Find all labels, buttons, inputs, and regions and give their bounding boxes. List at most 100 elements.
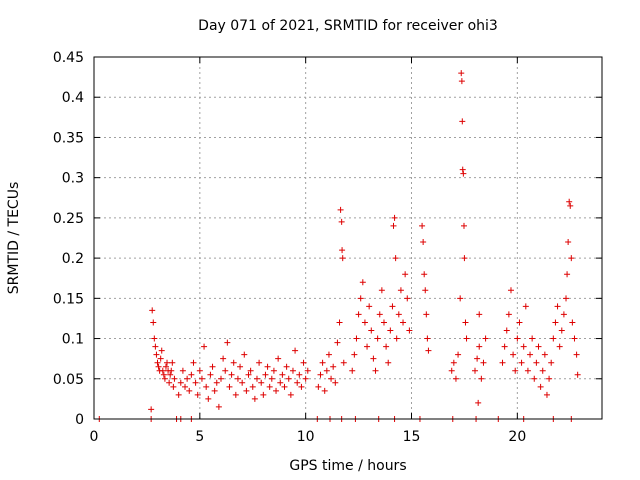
data-point (463, 335, 470, 342)
data-point (330, 363, 337, 370)
plot-frame (93, 56, 603, 420)
data-point (564, 271, 571, 278)
data-point (448, 367, 455, 374)
data-point (461, 255, 468, 262)
y-tick-label: 0.1 (62, 332, 84, 348)
data-point (315, 383, 322, 390)
data-point (522, 303, 529, 310)
data-point (455, 351, 462, 358)
data-point (332, 379, 339, 386)
data-point (157, 355, 164, 362)
data-point (166, 379, 173, 386)
data-point (289, 367, 296, 374)
data-point (351, 351, 358, 358)
y-tick-label: 0.15 (53, 291, 84, 307)
data-point (355, 311, 362, 318)
data-point (243, 387, 250, 394)
data-point (302, 375, 309, 382)
data-point (458, 78, 465, 85)
data-point (391, 214, 398, 221)
data-point (334, 339, 341, 346)
data-points (96, 70, 581, 422)
data-point (325, 351, 332, 358)
data-point (531, 375, 538, 382)
data-point (518, 359, 525, 366)
data-point (148, 406, 155, 413)
data-point (353, 335, 360, 342)
data-point (249, 383, 256, 390)
data-point (251, 395, 258, 402)
data-point (452, 375, 459, 382)
data-point (364, 343, 371, 350)
data-point (458, 70, 465, 77)
data-point (168, 367, 175, 374)
data-point (155, 363, 162, 370)
data-point (533, 359, 540, 366)
data-point (501, 343, 508, 350)
data-point (167, 371, 174, 378)
data-point (422, 287, 429, 294)
data-point (211, 387, 218, 394)
data-point (175, 391, 182, 398)
data-point (177, 379, 184, 386)
data-point (512, 367, 519, 374)
data-point (152, 343, 159, 350)
data-point (160, 371, 167, 378)
data-point (323, 367, 330, 374)
data-point (237, 363, 244, 370)
data-point (503, 327, 510, 334)
data-point (268, 375, 275, 382)
data-point (234, 375, 241, 382)
data-point (222, 367, 229, 374)
data-point (400, 319, 407, 326)
data-point (215, 403, 222, 410)
data-point (573, 351, 580, 358)
data-point (285, 375, 292, 382)
data-point (192, 379, 199, 386)
y-tick-label: 0 (75, 412, 84, 428)
data-point (158, 347, 165, 354)
x-axis-label: GPS time / hours (289, 458, 406, 474)
data-point (153, 351, 160, 358)
data-point (475, 399, 482, 406)
data-point (164, 359, 171, 366)
x-tick-label: 15 (403, 429, 421, 445)
axis-ticks: 0 0.05 0.1 0.15 0.2 0.25 0.3 0.35 0.4 0.45 0 5 10 15 2… (53, 50, 602, 445)
data-point (151, 335, 158, 342)
data-point (383, 343, 390, 350)
y-tick-label: 0.3 (62, 171, 84, 187)
data-point (260, 391, 267, 398)
data-point (226, 383, 233, 390)
data-point (393, 335, 400, 342)
data-point (482, 335, 489, 342)
data-point (232, 391, 239, 398)
y-tick-label: 0.2 (62, 251, 84, 267)
data-point (182, 383, 189, 390)
data-point (372, 367, 379, 374)
data-point (406, 327, 413, 334)
data-point (476, 343, 483, 350)
data-point (262, 371, 269, 378)
data-point (520, 343, 527, 350)
data-point (361, 319, 368, 326)
data-point (294, 379, 301, 386)
data-point (552, 319, 559, 326)
data-point (161, 375, 168, 382)
data-point (505, 311, 512, 318)
data-point (230, 359, 237, 366)
data-point (397, 287, 404, 294)
data-point (220, 355, 227, 362)
data-point (374, 335, 381, 342)
data-point (565, 239, 572, 246)
data-point (207, 371, 214, 378)
data-point (188, 371, 195, 378)
data-point (378, 287, 385, 294)
data-point (457, 295, 464, 302)
data-point (224, 339, 231, 346)
data-point (253, 375, 260, 382)
data-point (264, 363, 271, 370)
data-point (270, 367, 277, 374)
data-point (392, 255, 399, 262)
data-point (319, 359, 326, 366)
